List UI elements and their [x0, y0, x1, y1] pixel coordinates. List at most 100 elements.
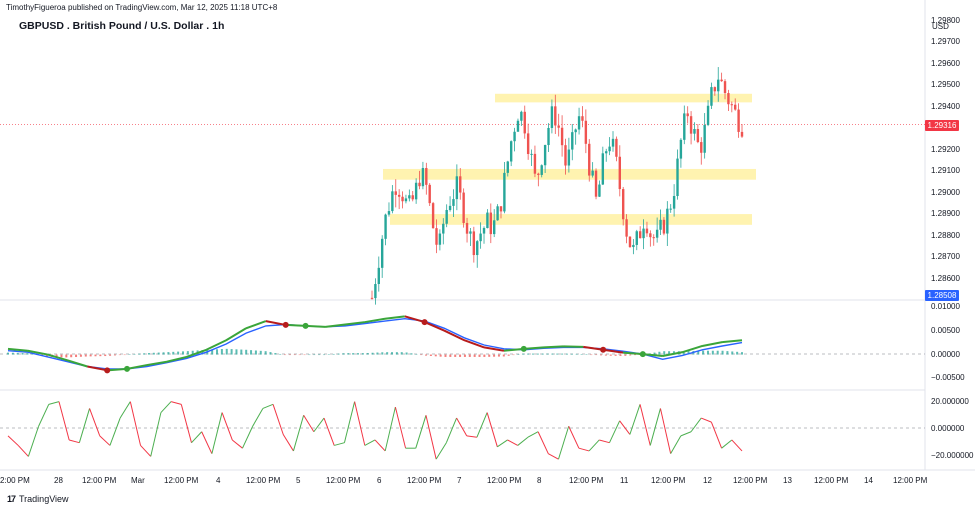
histogram-bar [653, 352, 656, 355]
time-label: 12:00 PM [733, 476, 768, 485]
rsi-segment [231, 439, 243, 449]
histogram-bar [347, 353, 350, 355]
histogram-bar [585, 354, 588, 355]
histogram-bar [230, 349, 233, 355]
symbol-title[interactable]: GBPUSD . British Pound / U.S. Dollar . 1… [19, 20, 225, 32]
histogram-bar [721, 350, 724, 355]
sr-zone [495, 93, 752, 103]
histogram-bar [541, 353, 544, 355]
histogram-bar [60, 354, 63, 358]
histogram-bar [201, 350, 204, 355]
rsi-segment [48, 401, 60, 405]
cross-dot [520, 345, 527, 352]
histogram-bar [65, 354, 68, 358]
candle-body [615, 138, 618, 157]
candle-body [530, 153, 533, 155]
rsi-segment [588, 439, 600, 452]
cross-dot [104, 367, 111, 374]
rsi-segment [609, 420, 621, 443]
candle-body [479, 233, 482, 242]
candle-body [632, 244, 635, 248]
histogram-bar [250, 350, 253, 355]
histogram-bar [21, 352, 24, 355]
histogram-bar [279, 353, 282, 355]
rsi-segment [58, 401, 70, 441]
candle-body [584, 120, 588, 144]
candle-body [666, 208, 669, 234]
histogram-bar [658, 351, 661, 355]
candle-body [499, 206, 503, 212]
histogram-bar [361, 353, 364, 355]
histogram-bar [152, 352, 155, 355]
rsi-segment [27, 426, 40, 457]
candle-body [591, 170, 594, 176]
time-label: 12:00 PM [407, 476, 442, 485]
rsi-segment [140, 445, 152, 457]
time-label: 7 [457, 476, 462, 485]
rsi-segment [659, 408, 672, 454]
rsi-tick: 20.000000 [931, 396, 969, 406]
rsi-segment [17, 445, 29, 457]
histogram-bar [595, 354, 598, 356]
candle-body [496, 206, 499, 221]
histogram-bar [629, 354, 632, 356]
time-label: 12:00 PM [487, 476, 522, 485]
candle-body [662, 219, 666, 234]
candle-body [727, 93, 730, 105]
histogram-bar [235, 349, 238, 355]
candle-body [506, 161, 509, 173]
candle-body [493, 220, 496, 235]
rsi-segment [303, 415, 315, 433]
histogram-bar [113, 354, 116, 356]
candle-body [489, 212, 493, 235]
time-label: 6 [377, 476, 382, 485]
candle-body [387, 211, 391, 215]
histogram-bar [449, 354, 452, 357]
histogram-bar [99, 354, 102, 357]
rsi-segment [476, 412, 488, 438]
rsi-segment [527, 431, 539, 438]
candle-body [564, 145, 567, 166]
histogram-bar [580, 354, 583, 355]
histogram-bar [429, 354, 432, 356]
candle-body [638, 231, 642, 239]
candle-body [689, 116, 693, 134]
histogram-bar [128, 354, 131, 355]
candle-body [516, 120, 520, 132]
rsi-segment [537, 431, 549, 454]
time-label: 12:00 PM [246, 476, 281, 485]
histogram-bar [706, 350, 709, 355]
rsi-segment [191, 431, 203, 444]
tradingview-brand[interactable]: 17 TradingView [7, 494, 69, 504]
candle-body [462, 192, 465, 223]
rsi-segment [354, 401, 366, 446]
rsi-segment [466, 435, 478, 438]
rsi-segment [323, 417, 335, 446]
time-label: 12:00 PM [82, 476, 117, 485]
histogram-bar [104, 354, 107, 357]
histogram-bar [425, 354, 428, 356]
histogram-bar [16, 352, 19, 355]
rsi-segment [497, 439, 508, 448]
candle-body [384, 214, 387, 239]
histogram-bar [225, 348, 228, 355]
histogram-bar [133, 354, 136, 355]
histogram-bar [590, 354, 593, 356]
candle-body [706, 105, 710, 125]
candle-body [703, 124, 706, 153]
candle-body [740, 131, 744, 137]
candle-body [465, 222, 469, 234]
rsi-segment [262, 403, 274, 409]
histogram-bar [731, 351, 734, 355]
histogram-bar [420, 354, 423, 356]
candle-body [720, 79, 723, 82]
histogram-bar [483, 354, 486, 357]
rsi-segment [242, 426, 254, 449]
candle-body [577, 116, 581, 130]
histogram-bar [157, 352, 160, 355]
histogram-bar [84, 354, 87, 357]
candle-body [513, 131, 516, 142]
candle-body [571, 132, 574, 150]
histogram-bar [211, 349, 214, 355]
